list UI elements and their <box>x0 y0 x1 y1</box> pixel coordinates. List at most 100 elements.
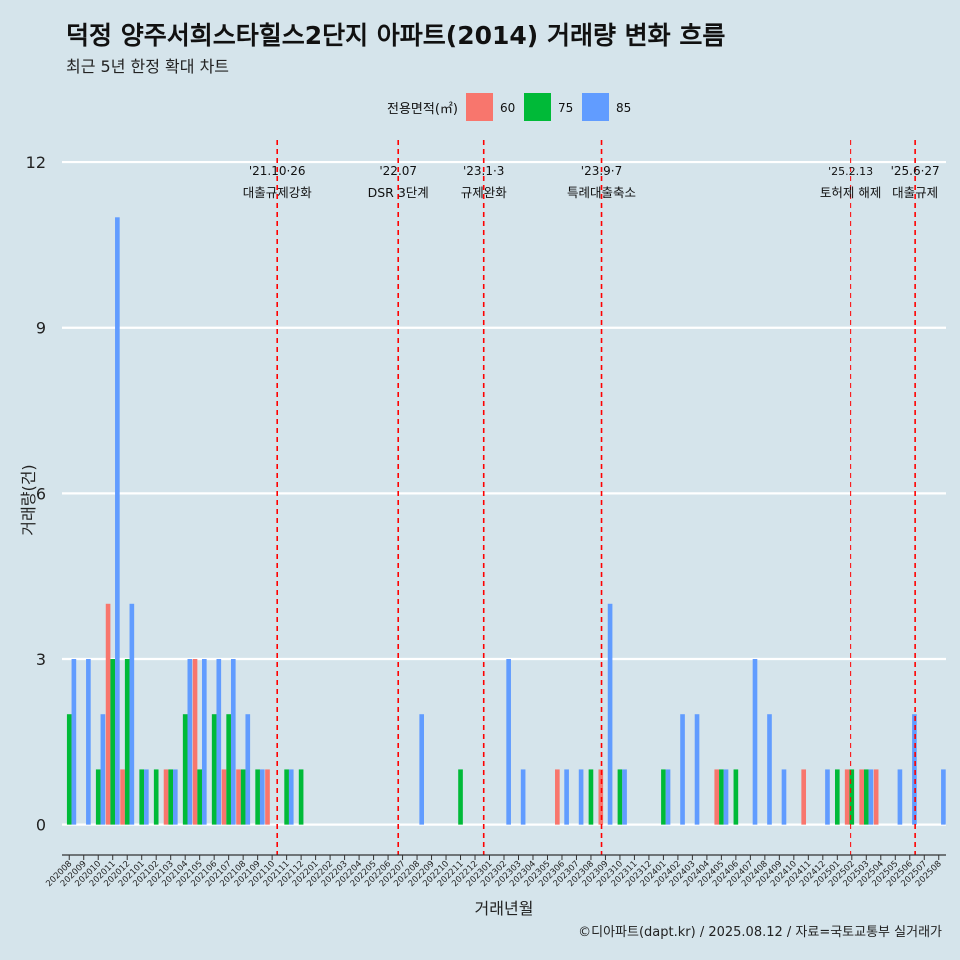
bar <box>419 714 425 825</box>
y-tick-label: 0 <box>36 816 46 835</box>
bar <box>298 769 304 825</box>
bar <box>844 769 850 825</box>
bar <box>859 769 864 825</box>
bar <box>825 769 830 825</box>
y-axis-ticks: 0 3 6 9 12 <box>26 153 46 835</box>
bar <box>100 714 106 825</box>
bar <box>201 658 207 825</box>
bar <box>163 769 169 825</box>
bar <box>211 714 217 825</box>
y-tick-label: 12 <box>26 153 46 172</box>
event-date: '23.9·7 <box>581 164 622 178</box>
event-date: '21.10·26 <box>249 164 306 178</box>
bar <box>912 714 917 825</box>
event-label: DSR 3단계 <box>368 185 429 200</box>
bar <box>723 769 729 825</box>
bar <box>564 769 569 825</box>
bar <box>506 658 511 825</box>
bar <box>665 769 671 825</box>
y-tick-label: 9 <box>36 319 46 338</box>
bar <box>520 769 526 825</box>
bar <box>767 714 772 825</box>
bar <box>226 714 231 825</box>
chart-title: 덕정 양주서희스타힐스2단지 아파트(2014) 거래량 변화 흐름 <box>66 21 726 50</box>
bar <box>240 769 246 825</box>
bar <box>115 217 120 825</box>
legend-label: 85 <box>616 101 631 115</box>
y-tick-label: 3 <box>36 650 46 669</box>
bar <box>139 769 145 825</box>
bar <box>941 769 946 825</box>
bar <box>230 658 236 825</box>
bars <box>66 217 946 825</box>
bar <box>458 769 463 825</box>
bar <box>216 658 222 825</box>
bar <box>66 714 72 825</box>
bar <box>752 658 758 825</box>
bar <box>110 658 116 825</box>
bar <box>288 769 294 825</box>
bar <box>733 769 739 825</box>
bar <box>129 603 135 825</box>
x-axis-label: 거래년월 <box>475 899 534 918</box>
bar <box>221 769 227 825</box>
bar <box>607 603 613 825</box>
source-caption: ©디아파트(dapt.kr) / 2025.08.12 / 자료=국토교통부 실… <box>578 925 942 940</box>
event-label: 대출규제강화 <box>243 185 313 200</box>
bar <box>555 769 560 825</box>
bar <box>661 769 666 825</box>
bar <box>259 769 265 825</box>
legend-label: 75 <box>558 101 573 115</box>
event-label: 규제완화 <box>461 185 508 200</box>
chart-subtitle: 최근 5년 한정 확대 차트 <box>66 57 230 76</box>
event-date: '25.6·27 <box>891 164 940 178</box>
event-date: '25.2.13 <box>828 165 873 178</box>
bar <box>622 769 627 825</box>
legend-label: 60 <box>500 101 515 115</box>
bar <box>182 714 188 825</box>
bar <box>694 714 700 825</box>
bar <box>578 769 584 825</box>
bar <box>873 769 879 825</box>
bar <box>849 769 855 825</box>
event-lines <box>276 140 916 855</box>
bar <box>86 658 91 825</box>
bar <box>588 769 594 825</box>
legend-swatch <box>466 93 493 121</box>
bar <box>265 769 270 825</box>
bar <box>153 769 159 825</box>
event-annotations: '21.10·26 대출규제강화 '22.07 DSR 3단계 '23.1·3 규제완화 '… <box>243 164 940 200</box>
legend: 전용면적(㎡) 60 75 85 <box>387 93 631 121</box>
bar <box>801 769 807 825</box>
bar <box>168 769 174 825</box>
bar <box>284 769 289 825</box>
bar <box>863 769 869 825</box>
event-label: 대출규제 <box>892 185 938 200</box>
bar <box>236 769 241 825</box>
bar <box>144 769 149 825</box>
event-label: 토허제 해제 <box>820 185 881 200</box>
event-date: '22.07 <box>379 164 417 178</box>
bar <box>245 714 251 825</box>
bar <box>95 769 101 825</box>
bar <box>617 769 623 825</box>
bar <box>124 658 130 825</box>
bar <box>197 769 202 825</box>
bar <box>187 658 193 825</box>
bar <box>192 658 198 825</box>
bar <box>173 769 178 825</box>
legend-swatch <box>524 93 551 121</box>
bar <box>105 603 111 825</box>
x-axis: 2020082020092020102020112020122021012021… <box>44 854 946 889</box>
bar <box>781 769 787 825</box>
event-label: 특례대출축소 <box>567 185 636 200</box>
bar <box>120 769 125 825</box>
y-axis-label: 거래량(건) <box>19 464 38 535</box>
bar <box>834 769 840 825</box>
y-tick-label: 6 <box>36 484 46 503</box>
bar <box>71 658 77 825</box>
bar <box>868 769 874 825</box>
gridlines <box>62 160 946 826</box>
legend-swatch <box>582 93 609 121</box>
